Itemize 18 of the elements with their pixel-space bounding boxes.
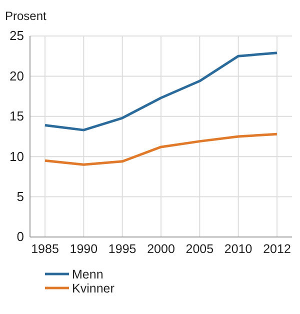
y-tick-label: 10 (10, 148, 24, 164)
y-axis-title: Prosent (5, 9, 48, 23)
y-tick-label: 5 (16, 188, 24, 204)
y-tick-label: 20 (10, 68, 24, 84)
x-tick-label: 1990 (70, 242, 98, 256)
line-series (44, 52, 278, 132)
x-tick-label: 2012 (263, 242, 291, 256)
x-tick-label: 2005 (186, 242, 214, 256)
line-series (44, 132, 278, 166)
legend-label: Menn (72, 268, 104, 282)
y-tick-label: 0 (16, 229, 24, 244)
y-tick-label: 15 (10, 108, 24, 124)
x-tick-label: 2010 (224, 242, 252, 256)
x-tick-label: 1995 (108, 242, 136, 256)
x-tick-label: 2000 (147, 242, 175, 256)
x-tick-label: 1985 (31, 242, 59, 256)
y-tick-label: 25 (10, 28, 24, 44)
legend-label: Kvinner (72, 282, 114, 296)
